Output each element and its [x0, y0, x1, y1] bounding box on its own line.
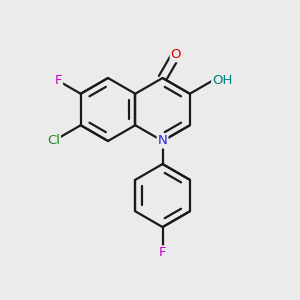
Text: O: O	[171, 48, 181, 61]
Text: Cl: Cl	[47, 134, 60, 148]
Text: OH: OH	[212, 74, 232, 87]
Text: N: N	[158, 134, 167, 148]
Text: F: F	[159, 246, 166, 260]
Text: F: F	[55, 74, 62, 87]
